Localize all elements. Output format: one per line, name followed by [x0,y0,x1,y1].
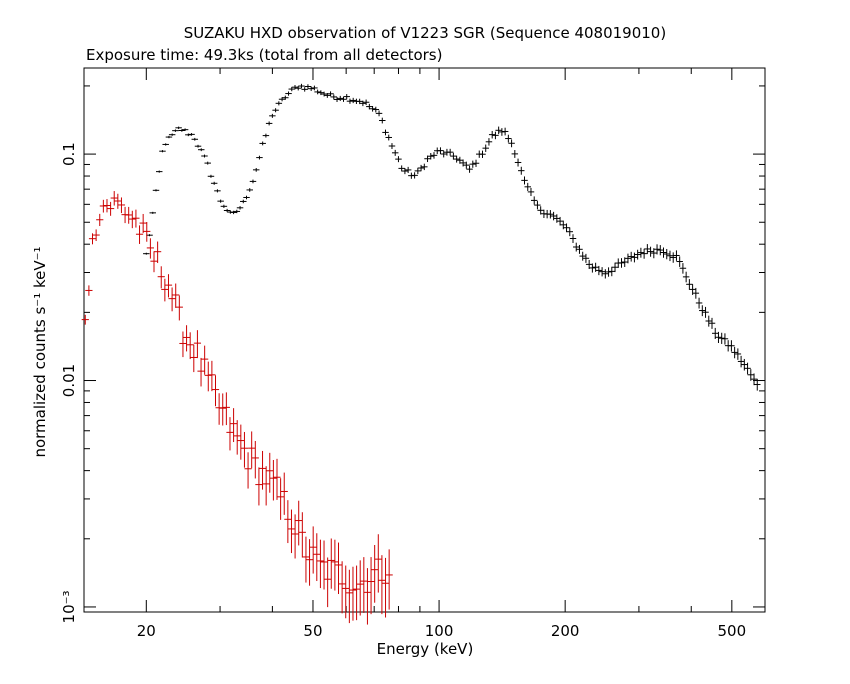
x-tick-label: 200 [551,622,580,640]
chart-title: SUZAKU HXD observation of V1223 SGR (Seq… [184,24,666,42]
series-layer [81,83,761,625]
series-1 [81,191,393,625]
y-axis: 0.1 0.01 10⁻³ [60,85,765,623]
x-tick-label: 50 [303,622,322,640]
x-axis: 20 50 100 200 500 [137,68,766,640]
x-tick-label: 100 [425,622,454,640]
y-tick-label: 0.1 [60,142,78,166]
series-0 [143,83,761,391]
y-tick-label: 10⁻³ [60,590,78,623]
x-axis-label: Energy (keV) [377,640,474,658]
y-axis-label: normalized counts s⁻¹ keV⁻¹ [31,246,49,457]
x-tick-label: 500 [718,622,747,640]
chart-subtitle: Exposure time: 49.3ks (total from all de… [86,46,442,64]
y-tick-label: 0.01 [60,364,78,397]
x-tick-label: 20 [137,622,156,640]
plot-frame [83,67,766,613]
